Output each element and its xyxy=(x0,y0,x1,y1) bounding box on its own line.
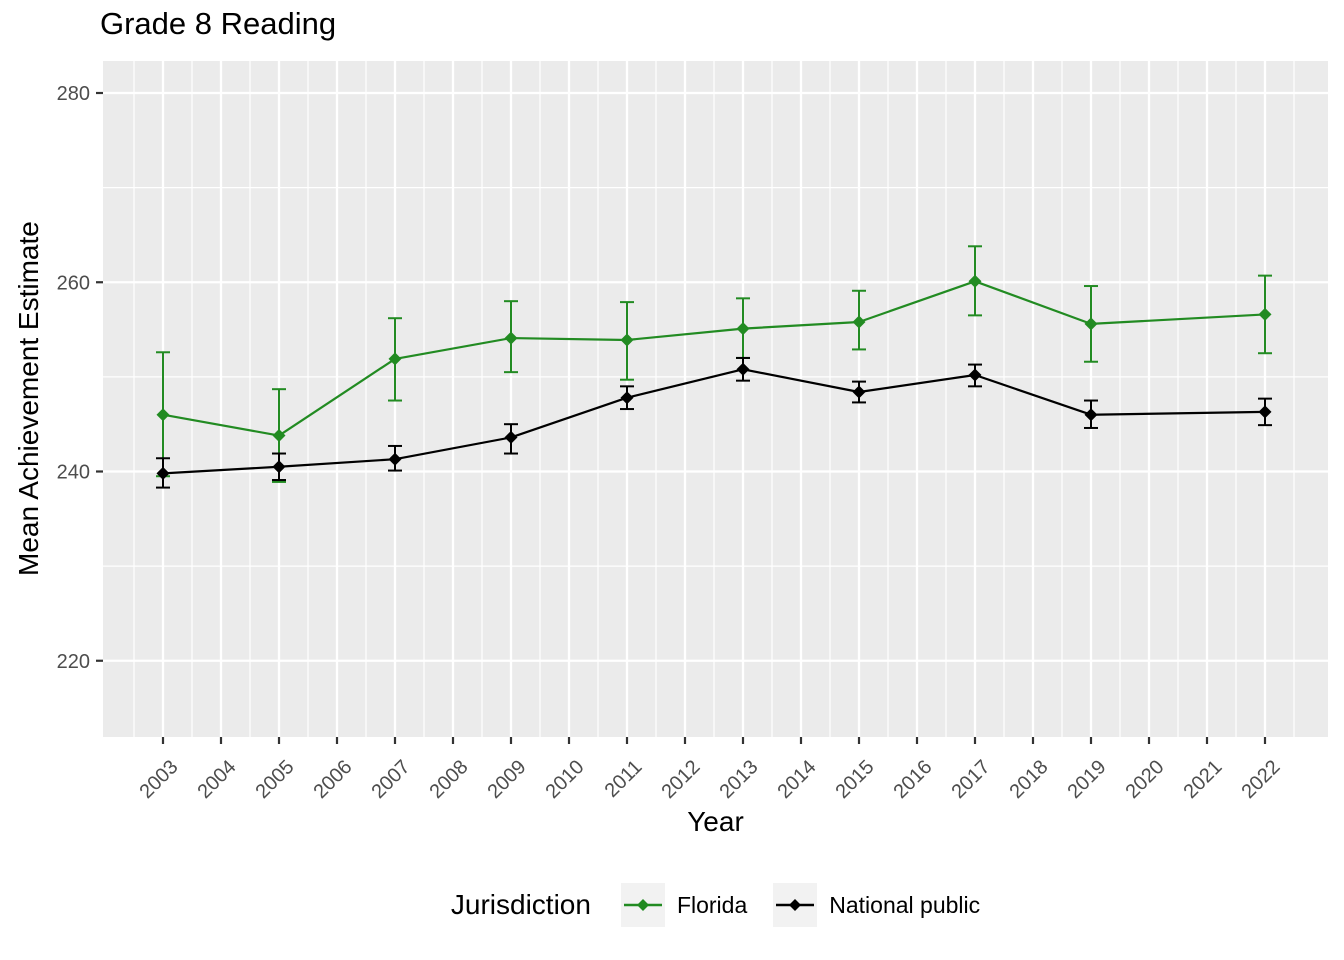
x-tick-label: 2008 xyxy=(426,756,473,803)
data-point-florida-2007 xyxy=(388,352,402,366)
legend-key-diamond xyxy=(636,899,649,911)
x-tick-label: 2011 xyxy=(601,756,647,802)
x-tick-label: 2004 xyxy=(194,756,241,803)
x-tick-label: 2017 xyxy=(948,756,995,803)
data-point-national-public-2007 xyxy=(388,452,402,466)
data-point-national-public-2011 xyxy=(620,391,634,405)
x-tick-label: 2012 xyxy=(658,756,705,803)
x-tick-label: 2006 xyxy=(310,756,357,803)
data-point-national-public-2017 xyxy=(968,368,982,382)
data-point-florida-2005 xyxy=(272,429,286,443)
data-point-national-public-2022 xyxy=(1258,405,1272,419)
x-tick-label: 2005 xyxy=(252,756,299,803)
data-point-florida-2022 xyxy=(1258,307,1272,321)
x-tick-label: 2016 xyxy=(890,756,937,803)
data-point-florida-2019 xyxy=(1084,317,1098,331)
x-axis-title: Year xyxy=(687,806,744,837)
panel-background xyxy=(103,61,1328,737)
data-point-national-public-2003 xyxy=(156,466,170,480)
data-point-national-public-2015 xyxy=(852,385,866,399)
x-tick-label: 2019 xyxy=(1064,756,1111,803)
legend-label-florida: Florida xyxy=(676,891,748,918)
legend-title: Jurisdiction xyxy=(450,889,591,920)
data-point-national-public-2009 xyxy=(504,430,518,444)
legend-key-diamond xyxy=(789,899,802,911)
legend-item-national-public: National public xyxy=(773,883,980,927)
data-point-florida-2003 xyxy=(156,408,170,422)
x-tick-label: 2014 xyxy=(774,756,821,803)
data-point-national-public-2019 xyxy=(1084,408,1098,422)
series-line-national-public xyxy=(162,368,1266,475)
legend-item-florida: Florida xyxy=(620,883,748,927)
series-line-florida xyxy=(162,280,1266,437)
legend-key-national-public-icon xyxy=(773,883,818,927)
x-tick-label: 2003 xyxy=(136,756,183,803)
x-tick-label: 2007 xyxy=(368,756,415,803)
y-axis-title: Mean Achievement Estimate xyxy=(13,221,44,577)
legend-label-national-public: National public xyxy=(829,891,981,918)
y-tick-label: 220 xyxy=(57,651,90,673)
data-point-florida-2011 xyxy=(620,333,634,347)
plot-area: 220 240 260 280 2003 2004 2005 2006 2007 2008 2009… xyxy=(57,61,1328,803)
data-point-florida-2017 xyxy=(968,274,982,288)
x-tick-label: 2013 xyxy=(716,756,763,803)
legend: Jurisdiction Florida National public xyxy=(103,877,1328,933)
data-point-florida-2013 xyxy=(736,322,750,336)
x-tick-label: 2018 xyxy=(1006,756,1053,803)
x-tick-label: 2015 xyxy=(832,756,879,803)
y-tick-label: 240 xyxy=(57,462,90,484)
chart-title: Grade 8 Reading xyxy=(100,6,337,41)
x-tick-label: 2022 xyxy=(1238,756,1285,803)
x-tick-label: 2020 xyxy=(1122,756,1169,803)
data-point-national-public-2013 xyxy=(736,362,750,376)
legend-key-florida-icon xyxy=(620,883,665,927)
y-tick-label: 280 xyxy=(57,83,90,105)
data-point-national-public-2005 xyxy=(272,460,286,474)
x-tick-label: 2009 xyxy=(484,756,531,803)
y-tick-label: 260 xyxy=(57,272,90,294)
x-tick-label: 2021 xyxy=(1180,756,1227,803)
data-point-florida-2009 xyxy=(504,331,518,345)
x-tick-label: 2010 xyxy=(542,756,589,803)
data-point-florida-2015 xyxy=(852,315,866,329)
